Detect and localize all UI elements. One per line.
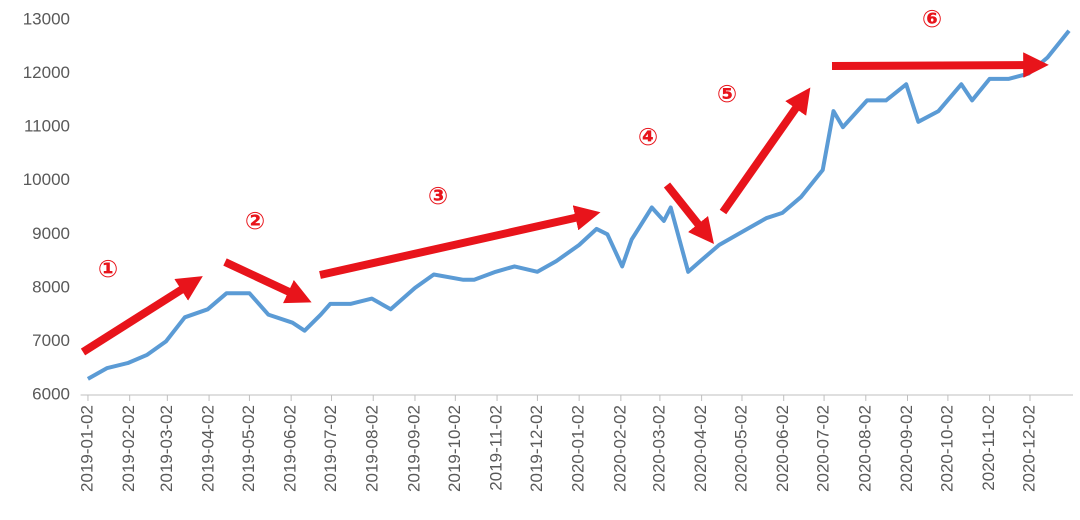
x-tick-label: 2019-04-02 — [199, 405, 218, 492]
y-tick-label: 7000 — [32, 331, 70, 350]
x-tick-label: 2020-09-02 — [897, 405, 916, 492]
x-tick-label: 2019-01-02 — [77, 405, 96, 492]
arrow — [663, 182, 714, 245]
annotation: ⑤ — [717, 80, 737, 108]
x-tick-label: 2019-05-02 — [239, 405, 258, 492]
annotation: ① — [98, 255, 118, 283]
line-series — [86, 29, 1071, 381]
x-tick-label: 2019-09-02 — [404, 405, 423, 492]
y-tick-label: 13000 — [23, 9, 70, 28]
y-tick-label: 8000 — [32, 277, 70, 296]
x-tick-label: 2020-04-02 — [691, 405, 710, 492]
x-tick-label: 2020-03-02 — [649, 405, 668, 492]
x-tick-label: 2020-07-02 — [814, 405, 833, 492]
arrow — [831, 52, 1049, 78]
x-tick-label: 2020-08-02 — [855, 405, 874, 492]
x-tick-label: 2020-02-02 — [610, 405, 629, 492]
x-tick-label: 2020-11-02 — [979, 405, 998, 491]
arrows — [80, 52, 1049, 356]
x-tick-label: 2019-02-02 — [119, 405, 138, 492]
y-tick-label: 12000 — [23, 63, 70, 82]
arrow — [319, 205, 601, 279]
y-tick-label: 6000 — [32, 384, 70, 403]
x-tick-label: 2020-05-02 — [731, 405, 750, 492]
x-tick-label: 2019-03-02 — [157, 405, 176, 492]
y-tick-label: 11000 — [24, 117, 70, 136]
x-tick-label: 2019-07-02 — [321, 405, 340, 492]
x-tick-label: 2019-11-02 — [487, 405, 506, 491]
annotation: ③ — [428, 182, 448, 210]
annotation: ⑥ — [922, 5, 942, 33]
x-tick-label: 2020-10-02 — [937, 405, 956, 492]
arrow — [223, 258, 312, 304]
x-tick-label: 2019-06-02 — [281, 405, 300, 492]
x-tick-label: 2019-12-02 — [527, 405, 546, 492]
x-tick-label: 2020-06-02 — [773, 405, 792, 492]
x-tick-label: 2019-08-02 — [363, 405, 382, 492]
x-tick-label: 2020-01-02 — [569, 405, 588, 492]
annotation: ② — [245, 207, 265, 235]
arrow — [80, 276, 203, 356]
x-tick-label: 2020-12-02 — [1019, 405, 1038, 492]
x-tick-label: 2019-10-02 — [445, 405, 464, 492]
annotation: ④ — [638, 123, 658, 151]
arrow — [719, 87, 811, 215]
y-tick-label: 9000 — [32, 224, 70, 243]
y-tick-label: 10000 — [23, 170, 70, 189]
plot-area: 6000 7000 8000 9000 10000 11000 12000 13000 2019… — [23, 9, 1073, 492]
